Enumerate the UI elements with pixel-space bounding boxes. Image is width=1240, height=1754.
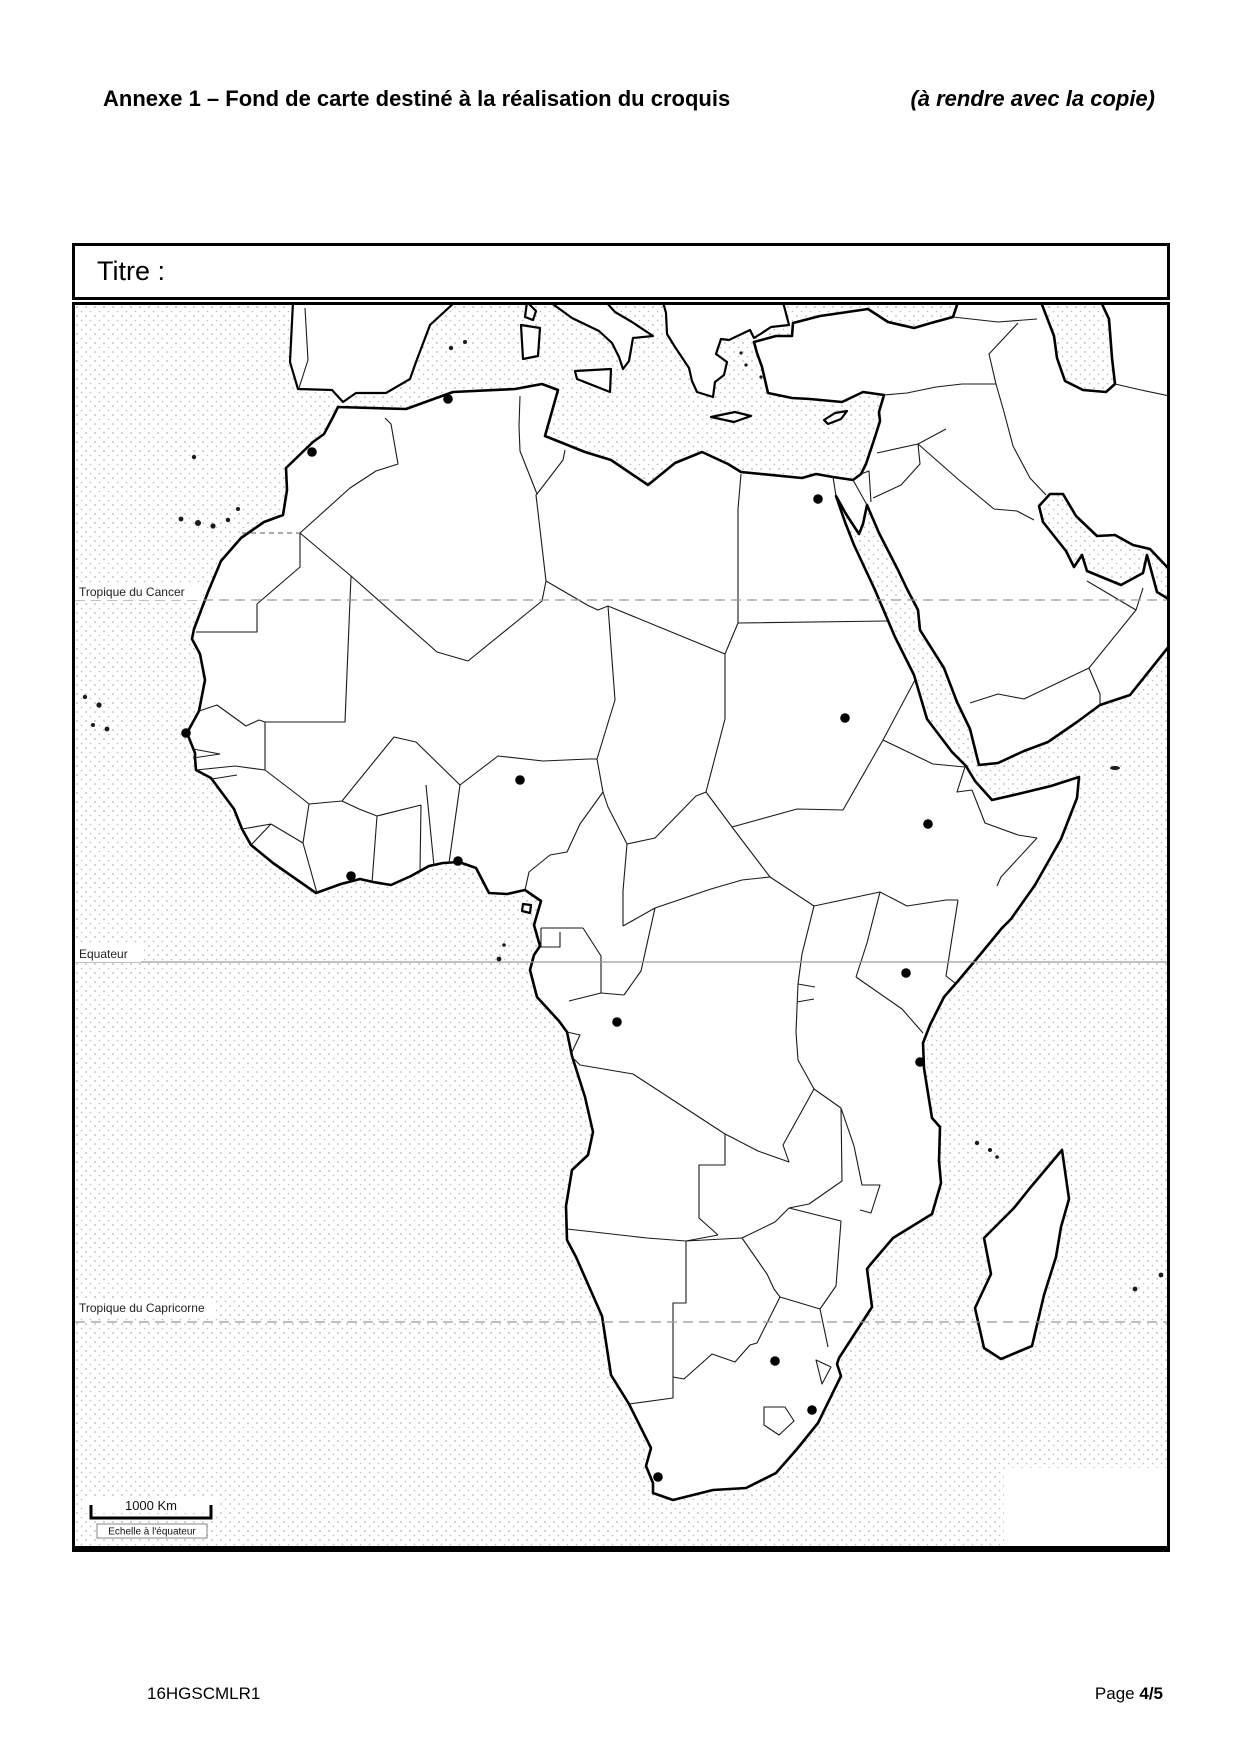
balearic-island (463, 340, 467, 344)
socotra-island (1110, 766, 1120, 770)
cape-verde-island (82, 694, 88, 700)
map-title-box: Titre : (72, 243, 1170, 300)
canary-island (210, 523, 216, 529)
city-dot (840, 713, 850, 723)
city-dot (807, 1405, 817, 1415)
madeira-island (191, 454, 197, 460)
city-dots (181, 394, 933, 1482)
city-dot (923, 819, 933, 829)
aegean-island (744, 363, 748, 367)
map-title-label: Titre : (97, 256, 166, 286)
latitude-labels: Tropique du Cancer Equateur Tropique du … (75, 583, 215, 1316)
city-dot (612, 1017, 622, 1027)
city-dot (813, 494, 823, 504)
mauritius-island (1158, 1272, 1164, 1278)
africa-map-svg: Tropique du Cancer Equateur Tropique du … (75, 305, 1167, 1546)
annex-title: Annexe 1 – Fond de carte destiné à la ré… (103, 86, 731, 111)
city-dot (453, 856, 463, 866)
canary-island (178, 516, 184, 522)
page-header: Annexe 1 – Fond de carte destiné à la ré… (103, 86, 1155, 112)
balearic-island (448, 345, 454, 351)
city-dot (770, 1356, 780, 1366)
city-dot (443, 394, 453, 404)
country-borders (192, 307, 1167, 1436)
cyprus (822, 409, 849, 426)
sardinia (519, 323, 542, 361)
city-dot (181, 728, 191, 738)
scale-chip (85, 1497, 217, 1513)
scale-note-chip (96, 1523, 208, 1539)
cape-verde-island (96, 702, 102, 708)
city-dot (307, 447, 317, 457)
cape-verde-island (91, 723, 95, 727)
tropic-capricorn-label: Tropique du Capricorne (79, 1301, 205, 1315)
equator-label: Equateur (79, 947, 128, 961)
principe-island (502, 943, 506, 947)
iberia (288, 305, 454, 404)
scale-note-label: Echelle à l'équateur (108, 1527, 196, 1538)
sicily (573, 367, 613, 394)
scale-bar: 1000 Km Echelle à l'équateur (85, 1497, 217, 1539)
reunion-island (1132, 1286, 1138, 1292)
return-note: (à rendre avec la copie) (910, 86, 1155, 111)
crete (709, 410, 753, 424)
label-chip (75, 1299, 215, 1316)
page-indicator: Page 4/5 (1095, 1684, 1163, 1704)
city-dot (653, 1472, 663, 1482)
africa-base-map: Tropique du Cancer Equateur Tropique du … (72, 302, 1170, 1552)
canary-island (225, 517, 231, 523)
page-number: 4/5 (1139, 1684, 1163, 1703)
balkans-greece (662, 305, 791, 399)
scale-distance-label: 1000 Km (125, 1498, 177, 1513)
italy (552, 305, 655, 371)
small-islands (82, 340, 1164, 1292)
city-dot (515, 775, 525, 785)
page-label: Page (1094, 1684, 1135, 1703)
city-dot (915, 1057, 925, 1067)
aegean-island (759, 375, 763, 379)
scale-bar-bracket (89, 1505, 213, 1520)
label-chip (75, 583, 203, 600)
document-code: 16HGSCMLR1 (147, 1684, 261, 1703)
comoros-island (988, 1148, 992, 1152)
city-dot (346, 871, 356, 881)
aegean-island (739, 351, 743, 355)
sao-tome-island (496, 956, 502, 962)
latitude-lines (75, 599, 1167, 1323)
comoros-island (995, 1155, 999, 1159)
blank-legend-area (1004, 1468, 1167, 1546)
canary-island (195, 520, 201, 526)
city-dot (901, 968, 911, 978)
corsica (523, 305, 538, 322)
bioko-island (520, 902, 533, 915)
tropic-cancer-label: Tropique du Cancer (79, 585, 185, 599)
label-chip (75, 945, 141, 962)
madagascar (973, 1148, 1071, 1361)
comoros-island (974, 1140, 980, 1146)
cape-verde-island (104, 726, 110, 732)
canary-island (236, 507, 240, 511)
